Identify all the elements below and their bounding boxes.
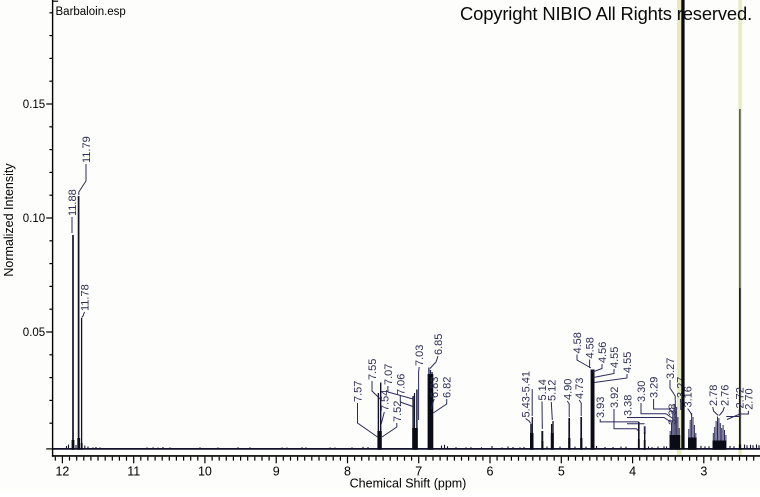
svg-text:8: 8 xyxy=(344,465,351,479)
svg-text:4: 4 xyxy=(629,465,636,479)
svg-text:4.55: 4.55 xyxy=(609,347,621,368)
svg-text:7: 7 xyxy=(415,465,422,479)
svg-text:12: 12 xyxy=(55,465,69,479)
svg-text:Barbaloin.esp: Barbaloin.esp xyxy=(56,6,126,18)
svg-text:2.70: 2.70 xyxy=(743,388,755,409)
svg-text:3.27: 3.27 xyxy=(665,358,677,379)
svg-text:6.83: 6.83 xyxy=(429,377,441,398)
svg-text:6.82: 6.82 xyxy=(442,377,454,398)
svg-text:Normalized Intensity: Normalized Intensity xyxy=(2,163,16,277)
svg-text:4.90: 4.90 xyxy=(562,379,574,400)
svg-text:3.92: 3.92 xyxy=(609,387,621,408)
svg-text:7.03: 7.03 xyxy=(414,345,426,366)
svg-text:7.55: 7.55 xyxy=(367,359,379,380)
svg-text:2.78: 2.78 xyxy=(708,385,720,406)
svg-text:Copyright NIBIO All Rights res: Copyright NIBIO All Rights reserved. xyxy=(460,3,752,24)
svg-text:9: 9 xyxy=(273,465,280,479)
svg-text:5.12: 5.12 xyxy=(546,380,558,401)
svg-text:4.58: 4.58 xyxy=(572,332,584,353)
svg-text:11.78: 11.78 xyxy=(80,284,92,311)
svg-text:3.29: 3.29 xyxy=(649,377,661,398)
svg-text:3.93: 3.93 xyxy=(595,397,607,418)
svg-text:3: 3 xyxy=(700,465,707,479)
svg-text:11.79: 11.79 xyxy=(81,136,93,163)
svg-text:7.54: 7.54 xyxy=(379,390,391,411)
svg-text:0.05: 0.05 xyxy=(23,327,45,339)
svg-text:3.38: 3.38 xyxy=(623,395,635,416)
svg-text:6.85: 6.85 xyxy=(433,334,445,355)
svg-text:7.06: 7.06 xyxy=(395,374,407,395)
svg-text:7.52: 7.52 xyxy=(392,401,404,422)
svg-text:3.30: 3.30 xyxy=(636,381,648,402)
svg-text:5.14: 5.14 xyxy=(537,379,549,400)
svg-text:3.38: 3.38 xyxy=(667,404,679,425)
svg-text:Chemical Shift (ppm): Chemical Shift (ppm) xyxy=(350,477,467,491)
svg-text:2.72: 2.72 xyxy=(734,387,746,408)
svg-text:4.73: 4.73 xyxy=(574,378,586,399)
svg-text:5: 5 xyxy=(558,465,565,479)
svg-text:7.57: 7.57 xyxy=(353,381,365,402)
svg-text:11: 11 xyxy=(127,465,140,479)
svg-text:6: 6 xyxy=(487,465,494,479)
svg-text:10: 10 xyxy=(198,465,212,479)
svg-text:4.55: 4.55 xyxy=(622,352,634,373)
svg-text:4.58: 4.58 xyxy=(585,337,597,358)
svg-text:0.15: 0.15 xyxy=(23,99,45,111)
svg-text:2.76: 2.76 xyxy=(719,385,731,406)
svg-text:3.16: 3.16 xyxy=(683,386,695,407)
svg-text:0.10: 0.10 xyxy=(23,213,45,225)
svg-text:5.43-5.41: 5.43-5.41 xyxy=(521,371,533,417)
svg-text:7.07: 7.07 xyxy=(383,364,395,385)
svg-text:4.56: 4.56 xyxy=(597,342,609,363)
svg-text:11.88: 11.88 xyxy=(67,189,79,216)
